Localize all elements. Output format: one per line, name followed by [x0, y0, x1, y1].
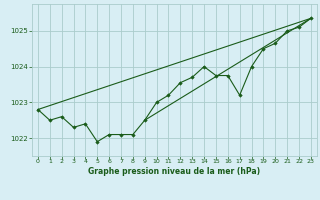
- X-axis label: Graphe pression niveau de la mer (hPa): Graphe pression niveau de la mer (hPa): [88, 167, 260, 176]
